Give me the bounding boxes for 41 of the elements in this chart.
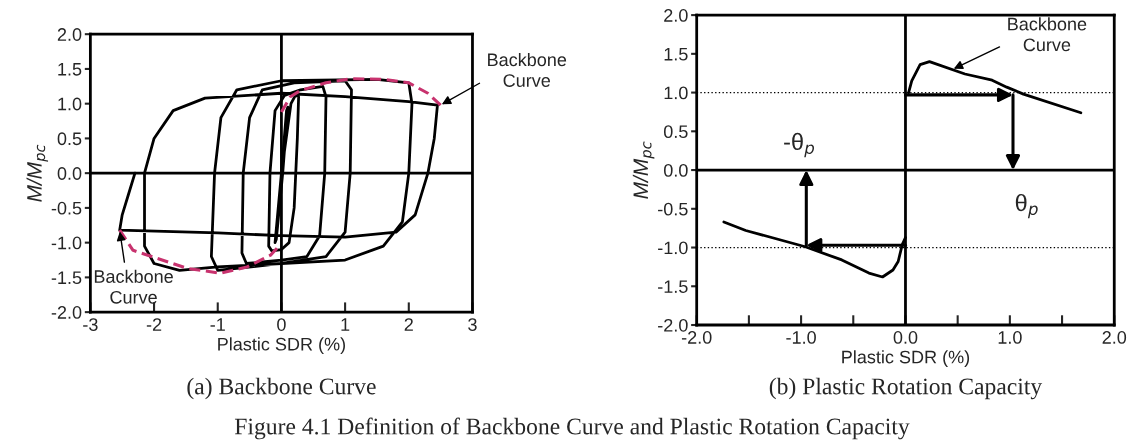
annotation: -θ$_{p}$ bbox=[784, 132, 815, 158]
y-tick-label: 1.5 bbox=[58, 63, 82, 76]
x-tick-label: 0 bbox=[277, 318, 286, 331]
y-tick-label: 2.0 bbox=[57, 28, 82, 41]
caption: Figure 4.1 Definition of Backbone Curve and Plastic Rotation Capacity bbox=[234, 417, 910, 440]
x-tick-label: -3 bbox=[83, 318, 98, 331]
x-axis-title: Plastic SDR (%) bbox=[218, 337, 346, 355]
x-tick-label: -1.0 bbox=[786, 331, 816, 344]
y-tick-label: 0.0 bbox=[57, 167, 82, 180]
text: (b) Plastic Rotation Capacity bbox=[769, 377, 1043, 400]
y-tick-label: 0.5 bbox=[57, 132, 82, 146]
annotation: θ$_{p}$ bbox=[1015, 193, 1038, 219]
y-tick-label: -1.0 bbox=[51, 236, 82, 250]
annotation: Backbone Curve bbox=[94, 269, 173, 304]
x-tick-label: -1 bbox=[210, 318, 225, 331]
x-tick-label: 1 bbox=[341, 318, 350, 331]
y-tick-label: -2.0 bbox=[51, 306, 82, 319]
annotation: Backbone Curve bbox=[1008, 17, 1087, 52]
x-tick-label: 0.0 bbox=[893, 331, 918, 344]
y-tick-label: -0.5 bbox=[658, 202, 688, 216]
y-tick-label: 2.0 bbox=[664, 9, 688, 22]
y-tick-label: 1.0 bbox=[58, 97, 82, 111]
y-tick-label: 1.5 bbox=[664, 47, 688, 61]
y-tick-label: -1.5 bbox=[51, 271, 82, 285]
y-tick-label: -1.0 bbox=[658, 241, 688, 255]
x-axis-title: Plastic SDR (%) bbox=[842, 350, 970, 367]
x-tick-label: 1.0 bbox=[998, 331, 1022, 344]
x-tick-label: -2.0 bbox=[681, 331, 712, 344]
annotation: Backbone Curve bbox=[488, 52, 567, 87]
x-tick-label: 2.0 bbox=[1102, 331, 1127, 344]
y-tick-label: 0.0 bbox=[663, 163, 688, 177]
y-axis-title: M/M$_{pc}$ bbox=[632, 141, 655, 199]
y-tick-label: -0.5 bbox=[51, 201, 82, 215]
y-tick-label: -1.5 bbox=[658, 280, 688, 293]
y-axis-title: M/M$_{pc}$ bbox=[26, 144, 49, 202]
x-tick-label: -2 bbox=[146, 318, 162, 331]
y-tick-label: 1.0 bbox=[664, 86, 688, 100]
x-tick-label: 2 bbox=[404, 318, 413, 331]
y-tick-label: 0.5 bbox=[663, 125, 688, 139]
text: (a) Backbone Curve bbox=[187, 377, 376, 400]
x-tick-label: 3 bbox=[468, 318, 477, 331]
